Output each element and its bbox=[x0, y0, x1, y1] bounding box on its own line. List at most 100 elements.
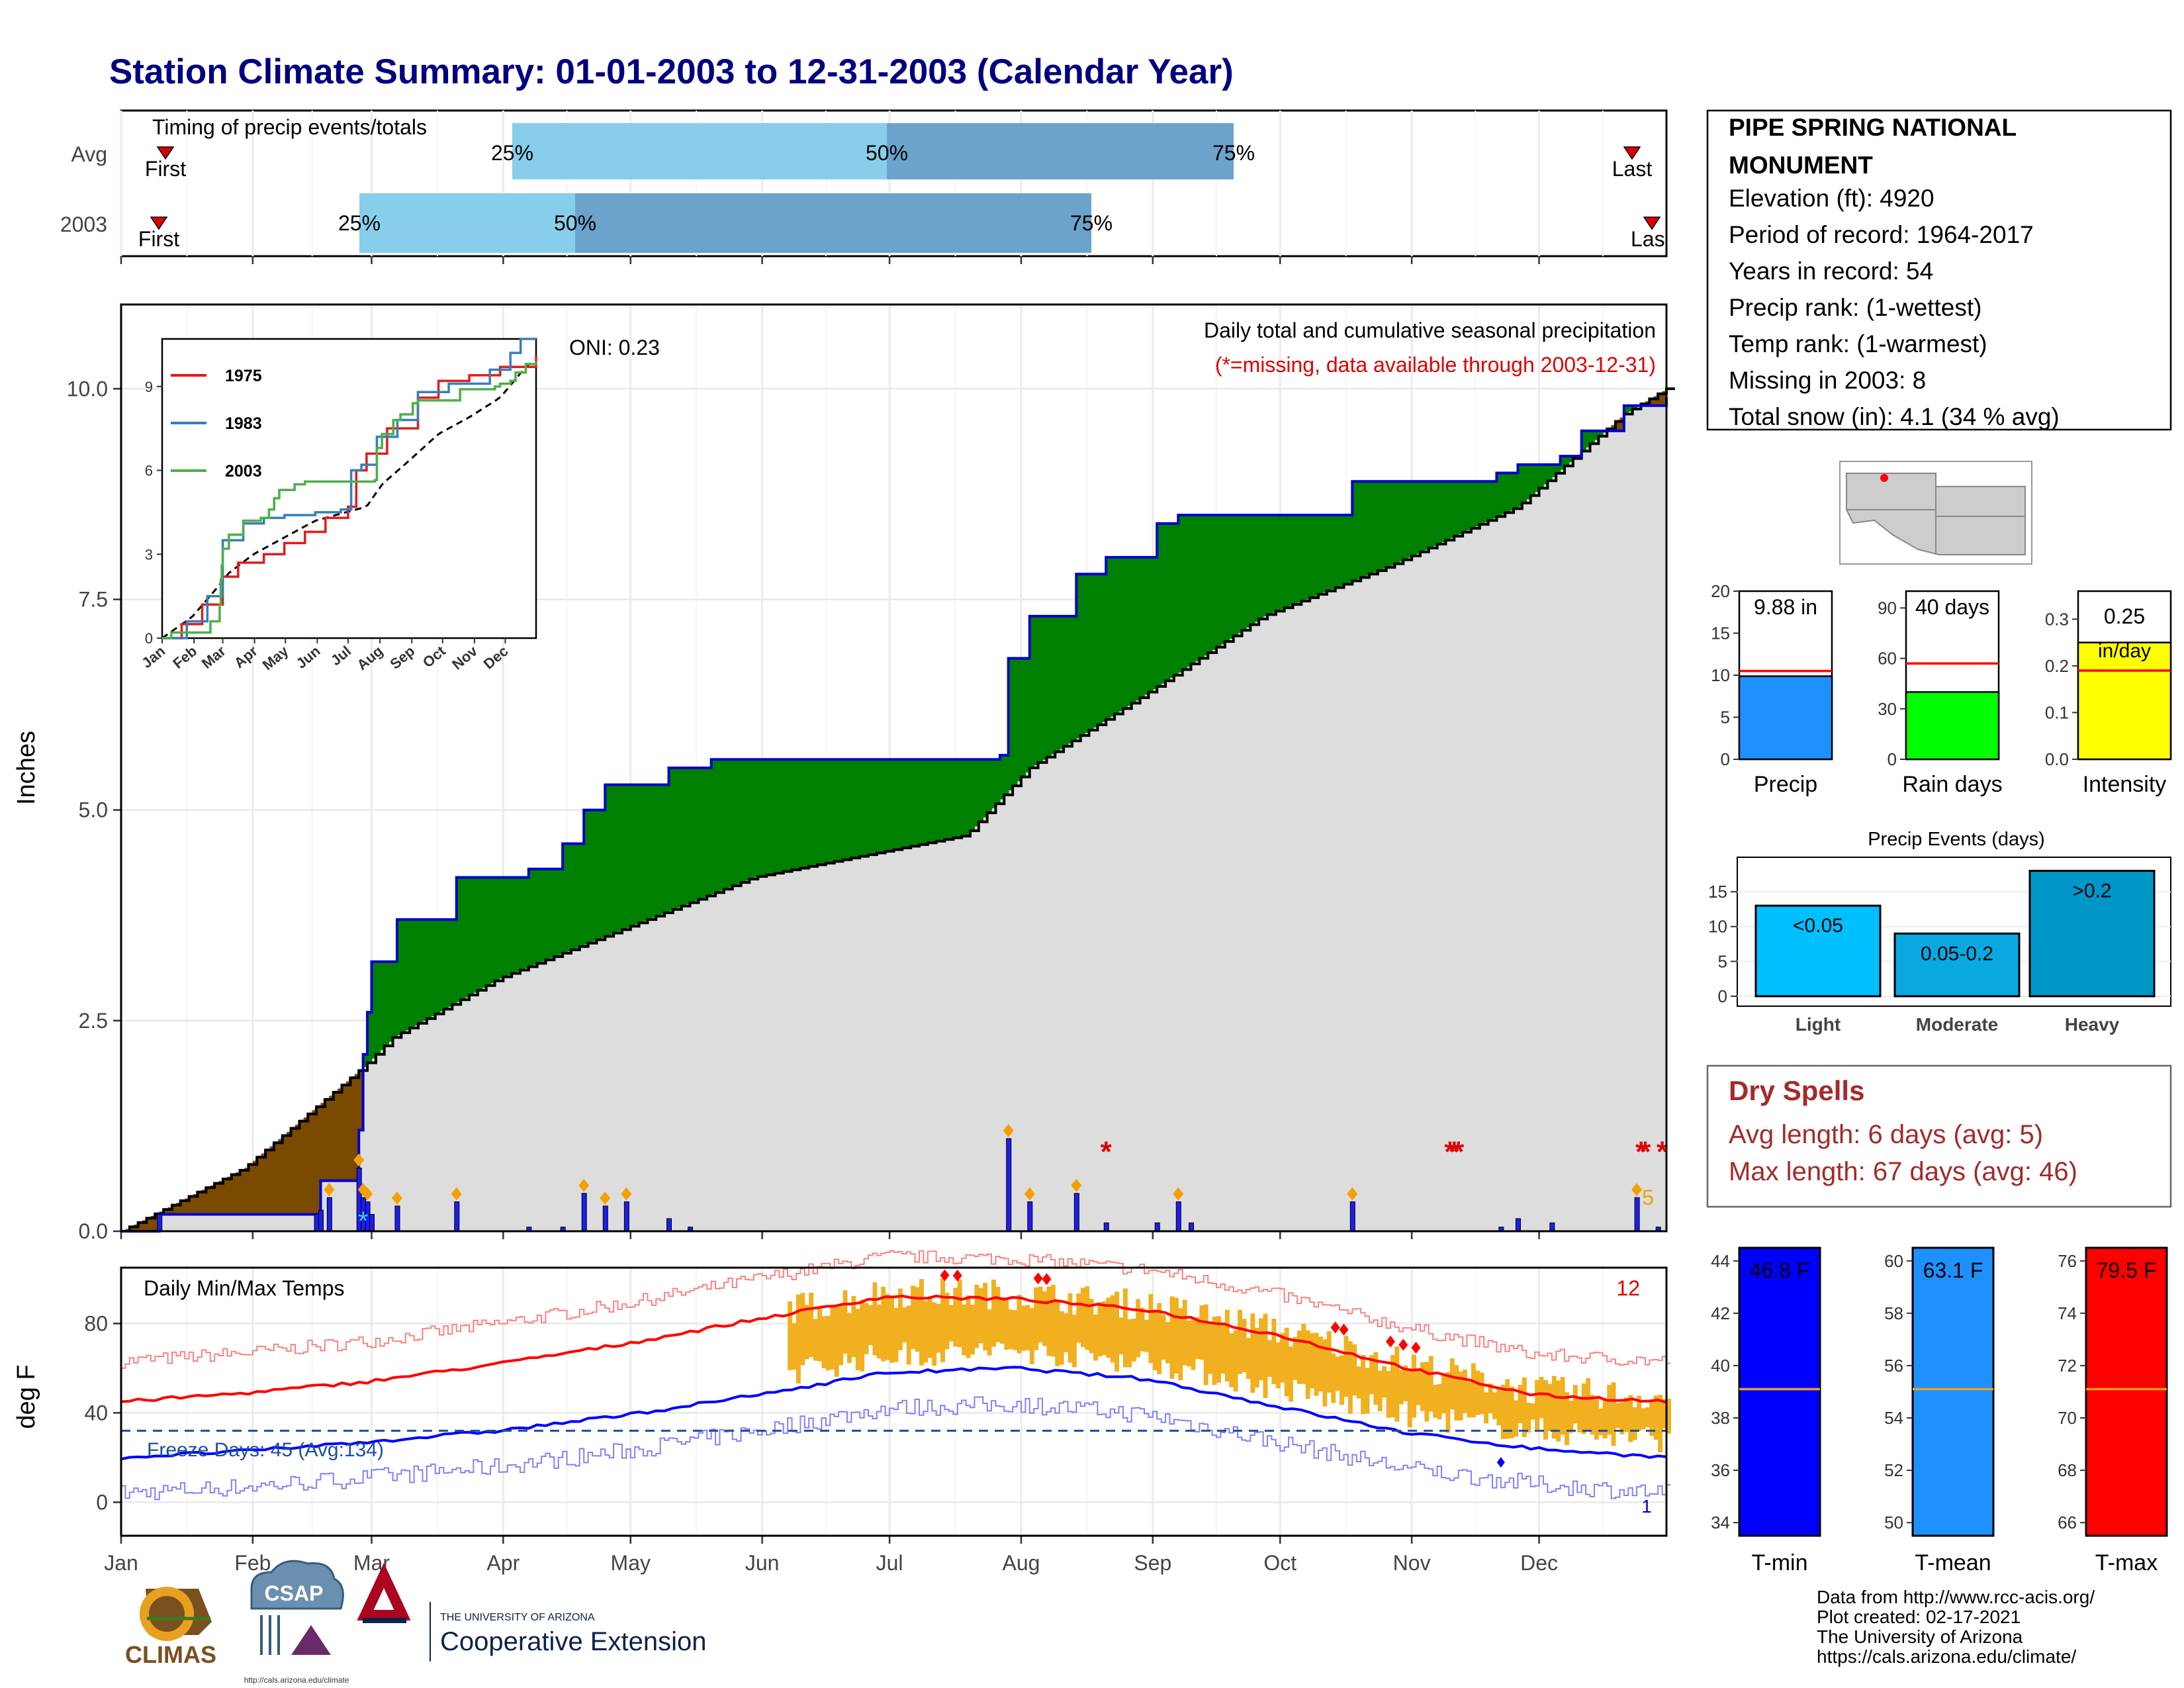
summary-bar-1 bbox=[1905, 691, 2000, 761]
surplus-fill bbox=[1284, 515, 1289, 608]
summary-ytick-label: 5 bbox=[1721, 708, 1730, 727]
daily-temp-range bbox=[1649, 1399, 1655, 1436]
surplus-fill bbox=[1042, 616, 1048, 760]
record-high-marker bbox=[1330, 1321, 1340, 1334]
surplus-fill bbox=[1178, 515, 1183, 673]
surplus-fill bbox=[753, 759, 759, 878]
surplus-fill bbox=[868, 759, 874, 855]
surplus-fill bbox=[1390, 481, 1396, 566]
record-min-line bbox=[121, 1396, 1671, 1501]
daily-temp-range bbox=[1106, 1297, 1111, 1358]
surplus-fill bbox=[915, 759, 920, 846]
deficit-fill bbox=[146, 1218, 152, 1231]
surplus-fill bbox=[452, 919, 457, 1005]
record-low-marker bbox=[1496, 1457, 1505, 1468]
daily-temp-range bbox=[1068, 1293, 1073, 1363]
normal-tmax-line bbox=[120, 1294, 1667, 1404]
main-ytick-label: 0.0 bbox=[79, 1219, 108, 1243]
summary-axis-label: Intensity bbox=[2083, 772, 2167, 797]
credit-line: Data from http://www.rcc-acis.org/ bbox=[1817, 1587, 2095, 1607]
daily-temp-range bbox=[846, 1313, 852, 1364]
daily-temp-range bbox=[1017, 1294, 1022, 1354]
temp-summary-ytick-label: 34 bbox=[1711, 1513, 1730, 1532]
heavy-event-marker bbox=[600, 1191, 611, 1205]
daily-temp-range bbox=[1233, 1330, 1238, 1392]
surplus-fill bbox=[367, 1012, 373, 1063]
surplus-fill bbox=[1233, 515, 1238, 636]
surplus-fill bbox=[647, 784, 653, 920]
surplus-fill bbox=[443, 919, 449, 1009]
csap-logo: CSAP http://cals.arizona.edu/climate bbox=[244, 1560, 349, 1685]
surplus-fill bbox=[473, 877, 478, 993]
daily-temp-range bbox=[1267, 1340, 1272, 1377]
daily-temp-range bbox=[1021, 1305, 1026, 1351]
surplus-fill bbox=[1110, 557, 1115, 717]
deficit-fill bbox=[193, 1194, 199, 1215]
daily-temp-range bbox=[1118, 1317, 1124, 1355]
daily-temp-range bbox=[1195, 1317, 1200, 1359]
daily-temp-range bbox=[1064, 1313, 1069, 1352]
deficit-fill bbox=[240, 1170, 245, 1215]
daily-temp-range bbox=[1398, 1370, 1404, 1405]
daily-temp-range bbox=[1560, 1377, 1565, 1435]
daily-temp-range bbox=[1115, 1291, 1119, 1372]
surplus-fill bbox=[1263, 515, 1268, 616]
surplus-fill bbox=[864, 759, 869, 856]
surplus-fill bbox=[932, 759, 937, 842]
heavy-event-marker bbox=[1024, 1187, 1035, 1201]
temp-summary-ytick-label: 36 bbox=[1711, 1460, 1730, 1480]
daily-temp-range bbox=[1136, 1299, 1141, 1358]
surplus-fill bbox=[1267, 515, 1273, 615]
missing-day-marker: * bbox=[1444, 1136, 1456, 1168]
daily-temp-range bbox=[1322, 1339, 1328, 1407]
daily-precip-bar bbox=[1634, 1197, 1640, 1232]
events-ytick-label: 10 bbox=[1708, 917, 1727, 937]
surplus-fill bbox=[702, 768, 708, 898]
surplus-fill bbox=[1488, 481, 1493, 521]
climas-logo: CLIMAS bbox=[125, 1587, 216, 1668]
daily-temp-range bbox=[1161, 1314, 1166, 1360]
surplus-fill bbox=[1293, 515, 1298, 605]
surplus-fill bbox=[384, 961, 389, 1046]
record-high-marker bbox=[1386, 1335, 1396, 1348]
daily-temp-range bbox=[868, 1305, 873, 1346]
temp-panel: 0 40 80 deg F Daily Min/Max Temps Freeze D… bbox=[13, 1250, 1671, 1544]
daily-temp-range bbox=[1076, 1293, 1081, 1343]
daily-temp-range bbox=[1097, 1302, 1103, 1357]
avg-last-label: Last bbox=[1612, 157, 1653, 181]
inset-legend-label: 1975 bbox=[225, 367, 262, 385]
surplus-fill bbox=[1076, 574, 1081, 739]
surplus-fill bbox=[486, 877, 491, 986]
heavy-event-marker bbox=[1071, 1178, 1082, 1192]
surplus-fill bbox=[1310, 515, 1315, 598]
surplus-fill bbox=[1458, 481, 1463, 535]
deficit-fill bbox=[282, 1135, 287, 1215]
surplus-fill bbox=[1029, 616, 1034, 768]
summary-ytick-label: 0 bbox=[1888, 749, 1897, 769]
timing-row-year: 2003 bbox=[60, 212, 107, 236]
month-label-sep: Sep bbox=[1134, 1551, 1171, 1575]
deficit-fill bbox=[1649, 399, 1655, 406]
main-precip-panel: 0.02.55.07.510.0 * *** ** ** Inches ONI: 0.… bbox=[13, 303, 1675, 1243]
daily-temp-range bbox=[1572, 1385, 1578, 1424]
missing-day-marker: * bbox=[1101, 1136, 1113, 1168]
daily-temp-range bbox=[957, 1280, 962, 1348]
daily-precip-bar bbox=[318, 1209, 324, 1232]
surplus-fill bbox=[1173, 523, 1179, 675]
surplus-fill bbox=[1297, 515, 1302, 603]
surplus-fill bbox=[762, 759, 767, 876]
deficit-fill bbox=[257, 1157, 262, 1215]
surplus-fill bbox=[456, 877, 461, 1002]
surplus-fill bbox=[830, 759, 835, 863]
deficit-fill bbox=[1662, 391, 1667, 406]
credit-line: https://cals.arizona.edu/climate/ bbox=[1817, 1646, 2076, 1667]
surplus-fill bbox=[1229, 515, 1234, 639]
events-value-label: 0.05-0.2 bbox=[1921, 943, 1993, 964]
yr-last-marker bbox=[1643, 216, 1661, 230]
surplus-fill bbox=[554, 868, 559, 957]
daily-temp-range bbox=[978, 1288, 983, 1344]
temp-summary-ytick-label: 74 bbox=[2058, 1303, 2077, 1323]
deficit-fill bbox=[1619, 418, 1625, 431]
daily-temp-range bbox=[1055, 1301, 1060, 1366]
surplus-fill bbox=[1152, 557, 1158, 690]
